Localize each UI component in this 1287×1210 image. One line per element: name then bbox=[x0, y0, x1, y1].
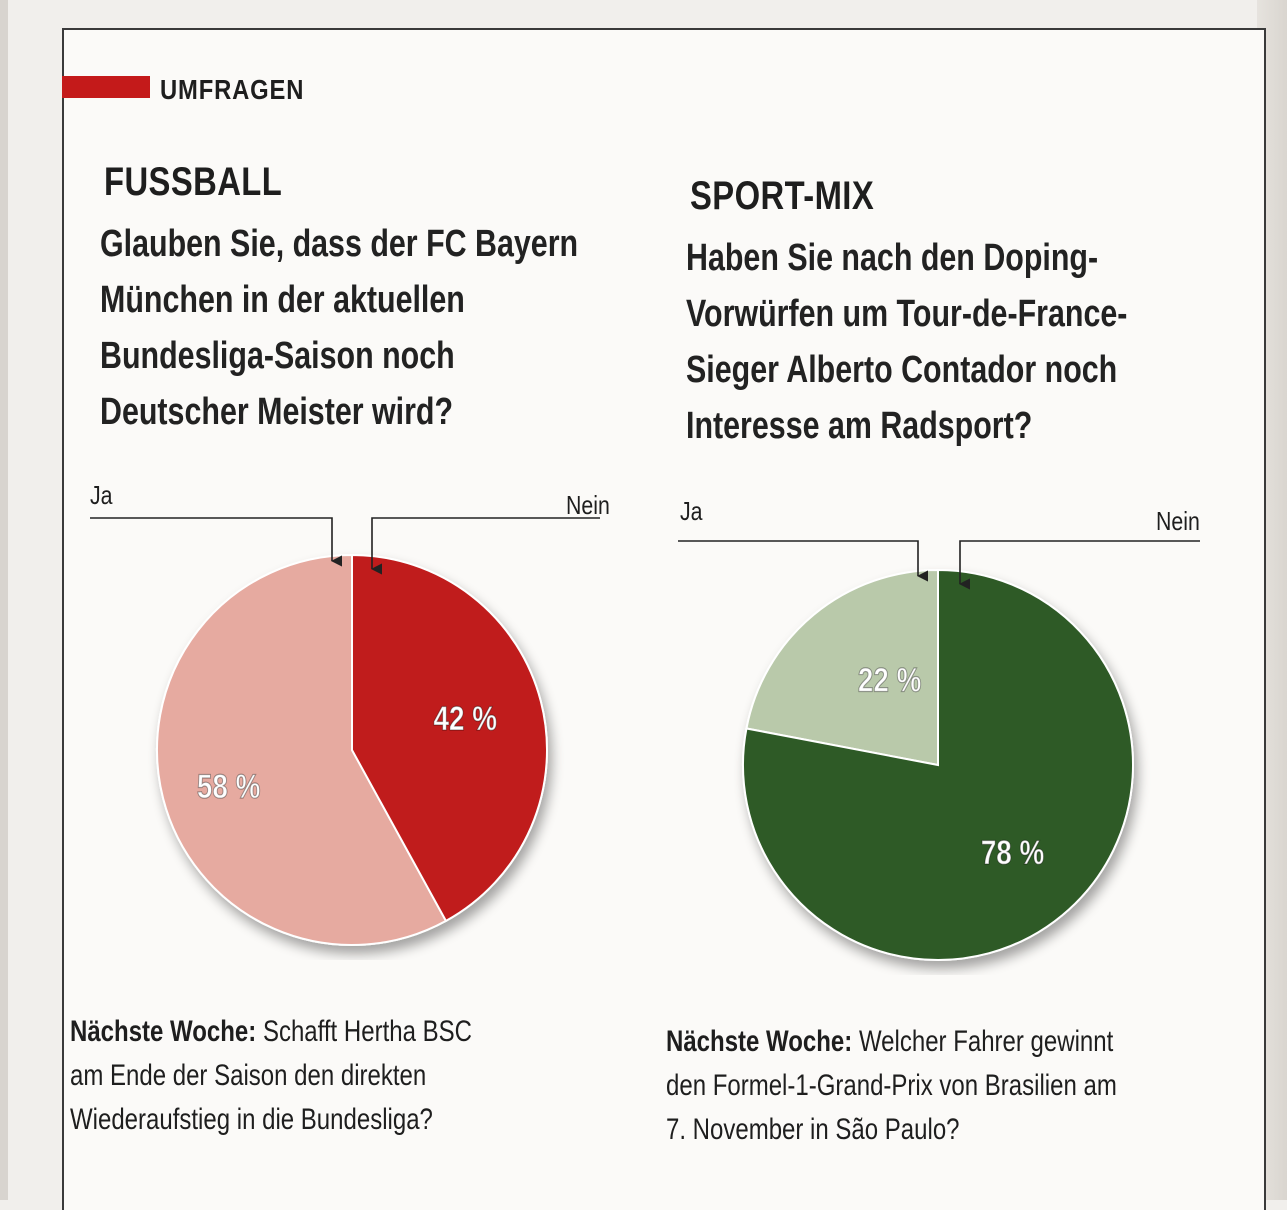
pie-slice-ja bbox=[745, 568, 939, 767]
question-line: München in der aktuellen bbox=[100, 279, 465, 321]
pie-slice-nein bbox=[351, 553, 548, 923]
pie-slice-ja bbox=[156, 553, 448, 946]
leader-line-nein bbox=[958, 540, 1200, 590]
next-week-text: am Ende der Saison den direkten bbox=[70, 1059, 427, 1092]
question-line: Glauben Sie, dass der FC Bayern bbox=[100, 223, 579, 265]
page-edge bbox=[0, 0, 8, 1200]
question-line: Haben Sie nach den Doping- bbox=[686, 237, 1099, 279]
question-line: Vorwürfen um Tour-de-France- bbox=[686, 293, 1128, 335]
pie-2-label-nein: Nein bbox=[1156, 506, 1200, 536]
pie-value-label-nein: 42 % bbox=[434, 699, 498, 737]
pie-slice-nein bbox=[742, 568, 1134, 961]
next-week-text: Schafft Hertha BSC bbox=[262, 1015, 472, 1048]
section-accent-bar bbox=[62, 76, 150, 98]
next-week-text: den Formel-1-Grand-Prix von Brasilien am bbox=[666, 1069, 1117, 1102]
poll-question-sport-mix: Haben Sie nach den Doping- Vorwürfen um … bbox=[686, 230, 1230, 454]
question-line: Deutscher Meister wird? bbox=[100, 391, 454, 433]
leader-line-ja bbox=[90, 517, 343, 567]
next-week-text: Welcher Fahrer gewinnt bbox=[858, 1025, 1114, 1058]
leader-line-ja bbox=[678, 540, 929, 582]
pie-value-label-nein: 78 % bbox=[981, 834, 1045, 872]
pie-value-label-ja: 58 % bbox=[197, 767, 261, 805]
poll-title-fussball: FUSSBALL bbox=[104, 160, 283, 204]
question-line: Sieger Alberto Contador noch bbox=[686, 349, 1118, 391]
pie-chart-fussball: 58 % 42 % bbox=[90, 517, 600, 946]
leader-line-nein bbox=[370, 517, 600, 575]
next-week-fussball: Nächste Woche: Schafft Hertha BSC am End… bbox=[70, 1010, 566, 1142]
section-label: UMFRAGEN bbox=[160, 74, 305, 105]
question-line: Interesse am Radsport? bbox=[686, 405, 1033, 447]
question-line: Bundesliga-Saison noch bbox=[100, 335, 455, 377]
next-week-label: Nächste Woche: bbox=[666, 1025, 853, 1058]
poll-title-sport-mix: SPORT-MIX bbox=[690, 174, 875, 218]
next-week-text: Wiederaufstieg in die Bundesliga? bbox=[70, 1103, 433, 1136]
poll-question-fussball: Glauben Sie, dass der FC Bayern München … bbox=[100, 216, 644, 440]
pie-1-label-nein: Nein bbox=[566, 490, 610, 520]
next-week-sport-mix: Nächste Woche: Welcher Fahrer gewinnt de… bbox=[666, 1020, 1162, 1152]
pie-2-label-ja: Ja bbox=[680, 496, 703, 526]
pie-value-label-ja: 22 % bbox=[858, 661, 922, 699]
next-week-text: 7. November in São Paulo? bbox=[666, 1113, 960, 1146]
next-week-label: Nächste Woche: bbox=[70, 1015, 257, 1048]
pie-1-label-ja: Ja bbox=[90, 480, 113, 510]
pie-chart-sport-mix: 22 % 78 % bbox=[678, 540, 1200, 961]
